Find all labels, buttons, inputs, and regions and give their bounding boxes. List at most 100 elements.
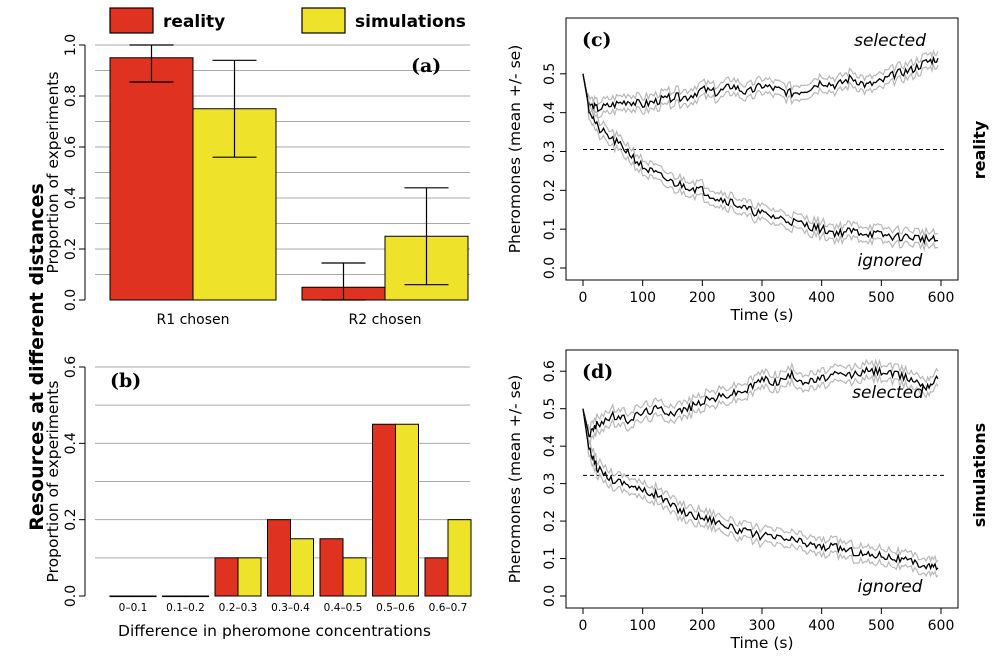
bar-reality	[109, 57, 194, 301]
x-tick-label: 200	[689, 618, 716, 634]
x-tick-label: 100	[629, 290, 656, 306]
category-label: 0.6–0.7	[429, 602, 468, 614]
x-tick-label: 200	[689, 290, 716, 306]
x-tick-label: 0	[579, 618, 588, 634]
legend-swatch-reality	[109, 7, 154, 34]
bar-simulations	[185, 595, 209, 598]
bar-simulations	[237, 557, 262, 597]
series-line	[582, 365, 939, 438]
series-line	[582, 73, 939, 246]
bar-reality	[372, 423, 396, 597]
y-tick-label: 0.3	[542, 472, 558, 494]
panel-d: 0 100 200 300 400 500 600 0.0 0.1 0.2 0.3 0.4 0.5 0.6…	[506, 349, 959, 652]
bar-simulations	[290, 538, 314, 597]
panel-label: (c)	[582, 29, 612, 51]
y-tick-label: 0.4	[542, 101, 558, 123]
row-label-left: Resources at different distances	[26, 183, 48, 531]
y-tick-label: 0.5	[542, 398, 558, 420]
x-tick-label: 600	[928, 290, 955, 306]
y-tick-label: 0.0	[63, 289, 79, 311]
se-band-upper	[582, 408, 939, 563]
bar-simulations	[395, 423, 419, 597]
se-band-upper	[582, 73, 939, 238]
se-band-upper	[582, 48, 939, 106]
y-axis-label: Proportion of experiments	[44, 381, 62, 583]
y-tick-label: 0.2	[63, 238, 79, 260]
y-axis-label: Proportion of experiments	[44, 72, 62, 274]
y-tick-label: 0.3	[542, 140, 558, 162]
x-axis-label: Time (s)	[729, 634, 793, 652]
x-tick-label: 500	[868, 290, 895, 306]
y-tick-label: 0.8	[63, 85, 79, 107]
y-tick-label: 0.4	[63, 187, 79, 209]
x-axis-label: Difference in pheromone concentrations	[118, 622, 431, 640]
legend-label-simulations: simulations	[355, 12, 466, 32]
annotation-ignored: ignored	[858, 577, 923, 597]
panel-label: (d)	[582, 361, 613, 383]
category-label: 0.3–0.4	[271, 602, 310, 614]
y-tick-label: 0.6	[63, 136, 79, 158]
y-tick-label: 0.1	[542, 218, 558, 240]
bar-reality	[214, 557, 239, 597]
bar-simulations	[447, 519, 472, 597]
category-label: 0.5–0.6	[376, 602, 415, 614]
bar-reality	[424, 557, 449, 597]
y-tick-label: 1.0	[63, 34, 79, 56]
y-tick-label: 0.6	[63, 356, 79, 378]
bar-simulations	[132, 595, 157, 598]
y-tick-label: 0.2	[542, 179, 558, 201]
x-tick-label: 0	[579, 290, 588, 306]
category-label: R2 chosen	[348, 312, 421, 328]
se-band-upper	[582, 358, 939, 431]
row-label-simulations: simulations	[970, 423, 989, 527]
se-band-lower	[582, 62, 939, 120]
x-tick-label: 100	[629, 618, 656, 634]
panel-c: 0 100 200 300 400 500 600 0.0 0.1 0.2 0.3 0.4 0.5 Tim…	[506, 17, 959, 324]
y-tick-label: 0.5	[542, 63, 558, 85]
legend-swatch-simulations	[301, 7, 346, 34]
y-axis-label: Pheromones (mean +/- se)	[506, 45, 524, 254]
y-tick-label: 0.0	[542, 257, 558, 279]
category-label: R1 chosen	[156, 312, 229, 328]
annotation-selected: selected	[852, 383, 924, 403]
bar-simulations	[342, 557, 367, 597]
bar-reality	[267, 519, 291, 597]
y-tick-label: 0.1	[542, 547, 558, 569]
se-band-lower	[582, 73, 939, 252]
category-label: 0–0.1	[119, 602, 148, 614]
panel-label: (a)	[411, 55, 441, 77]
x-tick-label: 300	[749, 290, 776, 306]
y-tick-label: 0.6	[542, 360, 558, 382]
y-tick-label: 0.0	[542, 585, 558, 607]
annotation-ignored: ignored	[858, 251, 923, 271]
y-tick-label: 0.0	[63, 585, 79, 607]
bar-reality	[162, 595, 186, 598]
row-label-reality: reality	[970, 120, 989, 179]
annotation-selected: selected	[854, 31, 926, 51]
se-band-lower	[582, 373, 939, 446]
plot-frame	[565, 17, 959, 281]
x-tick-label: 300	[749, 618, 776, 634]
y-tick-label: 0.4	[63, 432, 79, 454]
x-axis-label: Time (s)	[729, 306, 793, 324]
x-tick-label: 600	[928, 618, 955, 634]
legend: reality simulations	[109, 7, 466, 34]
panel-label: (b)	[110, 370, 141, 392]
y-axis-label: Pheromones (mean +/- se)	[506, 375, 524, 584]
legend-label-reality: reality	[163, 12, 225, 32]
series-line	[582, 55, 939, 113]
y-tick-label: 0.2	[63, 509, 79, 531]
x-tick-label: 400	[808, 618, 835, 634]
category-label: 0.4–0.5	[324, 602, 363, 614]
x-tick-label: 400	[808, 290, 835, 306]
category-label: 0.1–0.2	[166, 602, 205, 614]
y-tick-label: 0.2	[542, 510, 558, 532]
series-line	[582, 408, 939, 571]
category-label: 0.2–0.3	[219, 602, 258, 614]
bar-reality	[109, 595, 134, 598]
bar-reality	[319, 538, 344, 597]
y-tick-label: 0.4	[542, 435, 558, 457]
